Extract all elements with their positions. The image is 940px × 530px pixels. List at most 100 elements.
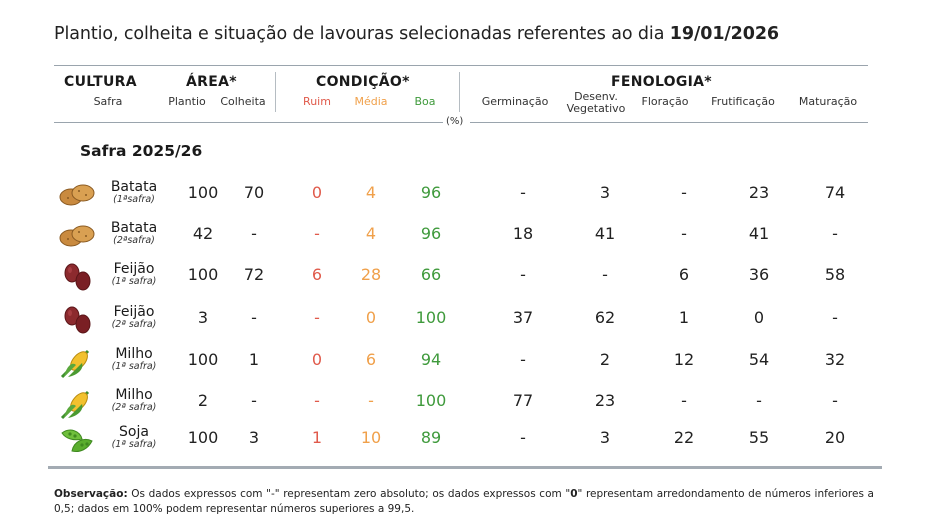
cell-colheita: 3 — [248, 428, 260, 447]
table-top-rule — [54, 65, 868, 66]
footnote-zero: 0 — [570, 488, 578, 500]
cell-germinacao: 18 — [512, 224, 534, 243]
crop-label: Milho (2ª safra) — [98, 388, 170, 413]
cell-boa: 96 — [420, 183, 442, 202]
cell-floracao: 22 — [673, 428, 695, 447]
crop-name: Batata — [110, 220, 158, 236]
cell-colheita: 72 — [243, 265, 265, 284]
cell-frutificacao: 41 — [748, 224, 770, 243]
header-area: ÁREA* — [186, 74, 237, 90]
header-frutificacao: Frutificação — [711, 95, 775, 108]
cell-floracao: 6 — [678, 265, 690, 284]
bean-icon — [58, 305, 96, 337]
table-row: Batata (1ªsafra) 100 70 0 4 96 - 3 - 23 74 — [0, 180, 940, 214]
crop-name: Feijão — [113, 304, 155, 320]
header-fenologia: FENOLOGIA* — [611, 74, 712, 90]
corn-icon — [58, 388, 96, 420]
cell-media: 0 — [365, 308, 377, 327]
title-date: 19/01/2026 — [669, 24, 779, 44]
header-media: Média — [354, 95, 388, 108]
cell-germinacao: - — [520, 265, 526, 284]
cell-desenv: 23 — [594, 391, 616, 410]
cell-colheita: - — [251, 308, 257, 327]
cell-desenv: - — [602, 265, 608, 284]
cell-floracao: 1 — [678, 308, 690, 327]
cell-germinacao: - — [520, 183, 526, 202]
cell-maturacao: - — [832, 391, 838, 410]
cell-ruim: - — [314, 308, 320, 327]
header-germinacao: Germinação — [481, 95, 549, 108]
cell-colheita: 1 — [248, 350, 260, 369]
table-row: Feijão (2ª safra) 3 - - 0 100 37 62 1 0 - — [0, 305, 940, 339]
crop-label: Batata (1ªsafra) — [98, 180, 170, 205]
cell-floracao: - — [681, 391, 687, 410]
cell-maturacao: - — [832, 224, 838, 243]
cell-plantio: 100 — [187, 350, 219, 369]
cell-boa: 94 — [420, 350, 442, 369]
table-row: Milho (1ª safra) 100 1 0 6 94 - 2 12 54 32 — [0, 347, 940, 381]
cell-plantio: 100 — [187, 265, 219, 284]
footnote-label: Observação: — [54, 488, 128, 500]
cell-ruim: 0 — [311, 183, 323, 202]
cell-media: 6 — [365, 350, 377, 369]
cell-desenv: 3 — [599, 428, 611, 447]
cell-plantio: 100 — [187, 183, 219, 202]
cell-ruim: 6 — [311, 265, 323, 284]
soy-icon — [58, 425, 96, 457]
crop-name: Milho — [115, 346, 153, 362]
cell-boa: 100 — [415, 308, 447, 327]
crop-label: Feijão (2ª safra) — [98, 305, 170, 330]
header-desenv-line1: Desenv. — [574, 90, 618, 103]
crop-safra: (1ª safra) — [111, 276, 157, 287]
header-cultura: CULTURA — [64, 74, 137, 90]
cell-maturacao: 74 — [824, 183, 846, 202]
cell-maturacao: 32 — [824, 350, 846, 369]
cell-plantio: 2 — [197, 391, 209, 410]
table-row: Feijão (1ª safra) 100 72 6 28 66 - - 6 36 58 — [0, 262, 940, 296]
percent-label: (%) — [446, 116, 464, 127]
crop-safra: (2ªsafra) — [113, 235, 155, 246]
potato-icon — [58, 221, 96, 253]
cell-ruim: 0 — [311, 350, 323, 369]
header-condicao: CONDIÇÃO* — [316, 74, 410, 90]
cell-frutificacao: - — [756, 391, 762, 410]
cell-plantio: 100 — [187, 428, 219, 447]
cell-germinacao: - — [520, 428, 526, 447]
bean-icon — [58, 262, 96, 294]
crop-label: Milho (1ª safra) — [98, 347, 170, 372]
header-bottom-rule — [54, 122, 443, 123]
header-colheita: Colheita — [220, 95, 266, 108]
cell-frutificacao: 54 — [748, 350, 770, 369]
potato-icon — [58, 180, 96, 212]
crop-safra: (2ª safra) — [111, 319, 157, 330]
cell-frutificacao: 23 — [748, 183, 770, 202]
cell-colheita: - — [251, 224, 257, 243]
cell-colheita: 70 — [243, 183, 265, 202]
table-row: Milho (2ª safra) 2 - - - 100 77 23 - - - — [0, 388, 940, 422]
cell-desenv: 41 — [594, 224, 616, 243]
cell-boa: 89 — [420, 428, 442, 447]
cell-desenv: 2 — [599, 350, 611, 369]
crop-safra: (1ªsafra) — [113, 194, 155, 205]
header-bottom-rule — [470, 122, 868, 123]
header-plantio: Plantio — [168, 95, 206, 108]
cell-frutificacao: 55 — [748, 428, 770, 447]
cell-plantio: 3 — [197, 308, 209, 327]
cell-floracao: 12 — [673, 350, 695, 369]
crop-name: Feijão — [113, 261, 155, 277]
cell-germinacao: 37 — [512, 308, 534, 327]
table-bottom-rule — [48, 466, 882, 469]
cell-media: 28 — [360, 265, 382, 284]
cell-maturacao: 58 — [824, 265, 846, 284]
crop-name: Soja — [119, 424, 149, 440]
cell-plantio: 42 — [192, 224, 214, 243]
cell-ruim: - — [314, 224, 320, 243]
cell-boa: 96 — [420, 224, 442, 243]
cell-frutificacao: 36 — [748, 265, 770, 284]
corn-icon — [58, 347, 96, 379]
section-title: Safra 2025/26 — [80, 142, 203, 160]
header-desenv: Desenv. Vegetativo — [562, 91, 630, 115]
cell-floracao: - — [681, 224, 687, 243]
cell-maturacao: - — [832, 308, 838, 327]
header-boa: Boa — [414, 95, 436, 108]
